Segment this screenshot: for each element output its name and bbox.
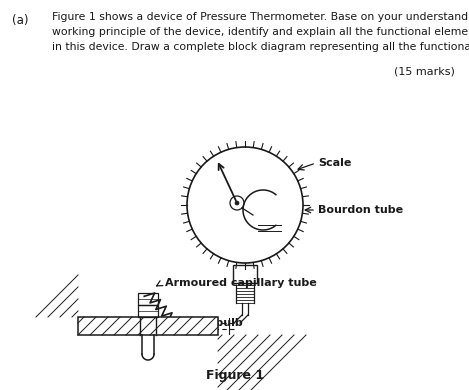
Text: Figure 1: Figure 1 — [206, 369, 264, 381]
Text: Bourdon tube: Bourdon tube — [318, 205, 403, 215]
Bar — [78, 317, 218, 335]
Text: (15 marks): (15 marks) — [394, 66, 455, 76]
Text: Armoured capillary tube: Armoured capillary tube — [165, 278, 317, 288]
Text: Sensing bulb: Sensing bulb — [162, 318, 243, 328]
Bar — [138, 293, 158, 305]
Bar — [138, 305, 158, 317]
Text: working principle of the device, identify and explain all the functional element: working principle of the device, identif… — [52, 27, 469, 37]
Text: in this device. Draw a complete block diagram representing all the functional el: in this device. Draw a complete block di… — [52, 42, 469, 52]
Bar — [233, 265, 257, 283]
Circle shape — [235, 201, 239, 205]
Text: Figure 1 shows a device of Pressure Thermometer. Base on your understanding to t: Figure 1 shows a device of Pressure Ther… — [52, 12, 469, 22]
Text: Scale: Scale — [318, 158, 351, 168]
Text: (a): (a) — [12, 14, 29, 27]
